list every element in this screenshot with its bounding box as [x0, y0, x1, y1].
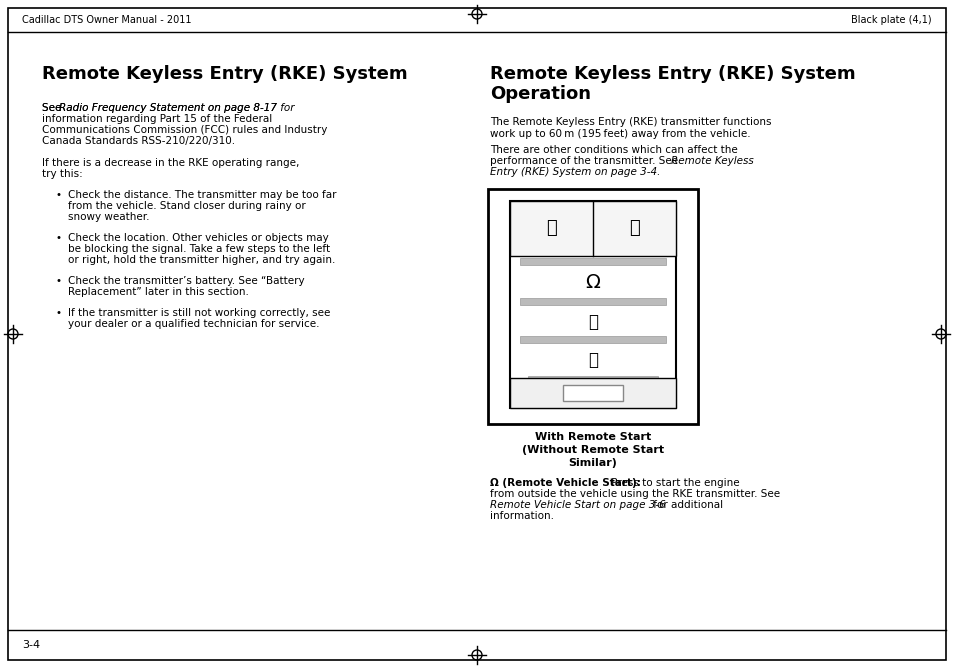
Text: There are other conditions which can affect the: There are other conditions which can aff… — [490, 145, 737, 155]
Text: Press to start the engine: Press to start the engine — [607, 478, 739, 488]
Text: Ω: Ω — [585, 273, 599, 291]
Text: information regarding Part 15 of the Federal: information regarding Part 15 of the Fed… — [42, 114, 272, 124]
Text: Remote Vehicle Start on page 3-6: Remote Vehicle Start on page 3-6 — [490, 500, 665, 510]
Text: 🔒: 🔒 — [545, 220, 557, 238]
Text: Black plate (4,1): Black plate (4,1) — [850, 15, 931, 25]
Text: Cadillac DTS Owner Manual - 2011: Cadillac DTS Owner Manual - 2011 — [22, 15, 192, 25]
Text: snowy weather.: snowy weather. — [68, 212, 150, 222]
Text: •: • — [56, 308, 62, 318]
Text: try this:: try this: — [42, 169, 83, 179]
Text: be blocking the signal. Take a few steps to the left: be blocking the signal. Take a few steps… — [68, 244, 330, 254]
Text: or right, hold the transmitter higher, and try again.: or right, hold the transmitter higher, a… — [68, 255, 335, 265]
Text: from outside the vehicle using the RKE transmitter. See: from outside the vehicle using the RKE t… — [490, 489, 780, 499]
Text: Check the distance. The transmitter may be too far: Check the distance. The transmitter may … — [68, 190, 336, 200]
Text: If there is a decrease in the RKE operating range,: If there is a decrease in the RKE operat… — [42, 158, 299, 168]
Text: Check the location. Other vehicles or objects may: Check the location. Other vehicles or ob… — [68, 233, 329, 243]
Text: 🔓: 🔓 — [628, 220, 639, 238]
Text: •: • — [56, 233, 62, 243]
Text: The Remote Keyless Entry (RKE) transmitter functions
work up to 60 m (195 feet) : The Remote Keyless Entry (RKE) transmitt… — [490, 117, 771, 138]
Bar — [562, 385, 622, 401]
Text: Communications Commission (FCC) rules and Industry: Communications Commission (FCC) rules an… — [42, 125, 327, 135]
Text: See: See — [42, 103, 65, 113]
Text: With Remote Start
(Without Remote Start
Similar): With Remote Start (Without Remote Start … — [521, 432, 663, 468]
Bar — [519, 336, 665, 343]
Text: If the transmitter is still not working correctly, see: If the transmitter is still not working … — [68, 308, 330, 318]
Text: Radio Frequency Statement on page 8-17 for: Radio Frequency Statement on page 8-17 f… — [59, 103, 294, 113]
Text: for additional: for additional — [649, 500, 722, 510]
Text: 🚗: 🚗 — [587, 351, 598, 369]
Bar — [510, 378, 676, 408]
Text: your dealer or a qualified technician for service.: your dealer or a qualified technician fo… — [68, 319, 319, 329]
Text: Remote Keyless: Remote Keyless — [670, 156, 753, 166]
Bar — [519, 258, 665, 265]
Text: Remote Keyless Entry (RKE) System: Remote Keyless Entry (RKE) System — [42, 65, 407, 83]
Bar — [527, 376, 658, 382]
Text: Remote Keyless Entry (RKE) System: Remote Keyless Entry (RKE) System — [490, 65, 855, 83]
Text: Ω (Remote Vehicle Start):: Ω (Remote Vehicle Start): — [490, 478, 640, 488]
Text: 🗝: 🗝 — [587, 313, 598, 331]
Text: performance of the transmitter. See: performance of the transmitter. See — [490, 156, 680, 166]
Text: Check the transmitter’s battery. See “Battery: Check the transmitter’s battery. See “Ba… — [68, 276, 304, 286]
Text: information.: information. — [490, 511, 554, 521]
Text: •: • — [56, 190, 62, 200]
Bar — [510, 201, 676, 256]
Text: See Radio Frequency Statement on page 8-17 for
information regarding Part 15 of : See Radio Frequency Statement on page 8-… — [42, 103, 327, 148]
Text: Radio Frequency Statement on page 8-17: Radio Frequency Statement on page 8-17 — [59, 103, 276, 113]
Bar — [519, 298, 665, 305]
Text: Entry (RKE) System on page 3-4.: Entry (RKE) System on page 3-4. — [490, 167, 659, 177]
Text: See: See — [42, 103, 65, 113]
Text: Operation: Operation — [490, 85, 590, 103]
Bar — [488, 189, 698, 424]
Text: 3-4: 3-4 — [22, 640, 40, 650]
Text: Replacement” later in this section.: Replacement” later in this section. — [68, 287, 249, 297]
Text: from the vehicle. Stand closer during rainy or: from the vehicle. Stand closer during ra… — [68, 201, 305, 211]
Bar — [510, 201, 676, 408]
Text: Canada Standards RSS-210/220/310.: Canada Standards RSS-210/220/310. — [42, 136, 234, 146]
Text: •: • — [56, 276, 62, 286]
